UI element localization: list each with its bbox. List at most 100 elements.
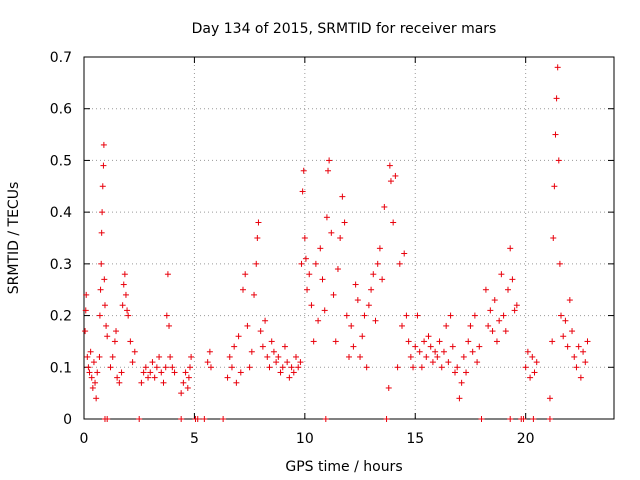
data-point bbox=[306, 271, 313, 278]
data-point bbox=[147, 369, 154, 376]
data-point bbox=[555, 157, 562, 164]
data-point bbox=[279, 364, 286, 371]
data-point bbox=[288, 364, 295, 371]
data-point bbox=[317, 245, 324, 252]
data-point bbox=[84, 353, 91, 360]
data-point bbox=[255, 219, 262, 226]
data-point bbox=[109, 353, 116, 360]
data-point bbox=[361, 312, 368, 319]
data-point bbox=[122, 291, 129, 298]
data-point bbox=[233, 379, 240, 386]
data-point bbox=[352, 281, 359, 288]
data-point bbox=[120, 281, 127, 288]
x-tick-label: 0 bbox=[80, 431, 89, 447]
data-point bbox=[489, 328, 496, 335]
data-point bbox=[348, 322, 355, 329]
data-point bbox=[242, 271, 249, 278]
data-point bbox=[529, 353, 536, 360]
data-point bbox=[235, 333, 242, 340]
data-point bbox=[390, 219, 397, 226]
data-point bbox=[301, 235, 308, 241]
data-point bbox=[149, 359, 156, 366]
data-point bbox=[164, 271, 171, 278]
data-point bbox=[180, 379, 187, 386]
data-point bbox=[266, 364, 273, 371]
data-point bbox=[493, 338, 500, 345]
data-point bbox=[308, 302, 315, 309]
data-point bbox=[86, 369, 93, 376]
data-point bbox=[463, 369, 470, 376]
data-point bbox=[156, 353, 163, 360]
data-point bbox=[90, 359, 97, 366]
data-point bbox=[160, 379, 167, 386]
data-point bbox=[383, 416, 390, 422]
data-point bbox=[270, 348, 277, 355]
data-point bbox=[357, 353, 364, 360]
data-point bbox=[566, 297, 573, 304]
data-point bbox=[564, 343, 571, 350]
data-point bbox=[372, 317, 379, 324]
data-point bbox=[248, 348, 255, 355]
data-point bbox=[432, 348, 439, 355]
data-point bbox=[88, 374, 95, 381]
data-point bbox=[246, 364, 253, 371]
data-point bbox=[485, 322, 492, 329]
data-point bbox=[401, 250, 408, 257]
data-point bbox=[556, 260, 563, 267]
data-point bbox=[580, 348, 587, 355]
data-point bbox=[254, 235, 261, 241]
data-point bbox=[385, 384, 392, 391]
data-point bbox=[386, 162, 393, 169]
data-point bbox=[546, 416, 553, 422]
y-tick-label: 0.7 bbox=[50, 50, 72, 66]
data-point bbox=[275, 353, 282, 360]
data-point bbox=[166, 322, 173, 329]
data-point bbox=[111, 338, 118, 345]
data-point bbox=[178, 416, 185, 422]
data-point bbox=[107, 364, 114, 371]
data-point bbox=[496, 317, 503, 324]
data-point bbox=[412, 343, 419, 350]
data-point bbox=[142, 364, 149, 371]
data-point bbox=[467, 322, 474, 329]
data-point bbox=[178, 390, 185, 397]
data-point bbox=[569, 328, 576, 335]
data-point bbox=[163, 312, 170, 319]
data-point bbox=[284, 359, 291, 366]
data-point bbox=[507, 245, 514, 252]
data-point bbox=[94, 369, 101, 376]
data-point bbox=[456, 395, 463, 402]
data-point bbox=[162, 364, 169, 371]
data-point bbox=[399, 322, 405, 329]
data-point bbox=[394, 364, 401, 371]
data-point bbox=[436, 338, 443, 345]
data-point bbox=[573, 364, 580, 371]
data-point bbox=[330, 291, 337, 298]
data-point bbox=[498, 271, 505, 278]
data-point bbox=[434, 353, 441, 360]
data-point bbox=[449, 343, 456, 350]
data-point bbox=[359, 333, 366, 340]
data-point bbox=[129, 359, 136, 366]
data-point bbox=[328, 229, 335, 236]
data-point bbox=[354, 297, 361, 304]
data-point bbox=[465, 338, 472, 345]
data-point bbox=[443, 322, 450, 329]
data-point bbox=[184, 384, 191, 391]
data-point bbox=[530, 416, 537, 422]
data-point bbox=[562, 317, 569, 324]
y-tick-label: 0.6 bbox=[50, 102, 72, 118]
data-point bbox=[396, 260, 403, 267]
data-point bbox=[262, 317, 269, 324]
data-point bbox=[240, 286, 246, 293]
data-point bbox=[96, 353, 103, 360]
data-point bbox=[445, 359, 452, 366]
data-point bbox=[334, 266, 341, 273]
data-point bbox=[82, 328, 89, 335]
data-point bbox=[374, 260, 381, 267]
data-point bbox=[319, 276, 326, 283]
data-point bbox=[337, 235, 344, 241]
data-point bbox=[97, 286, 104, 293]
data-point bbox=[381, 203, 388, 210]
data-point bbox=[204, 359, 211, 366]
